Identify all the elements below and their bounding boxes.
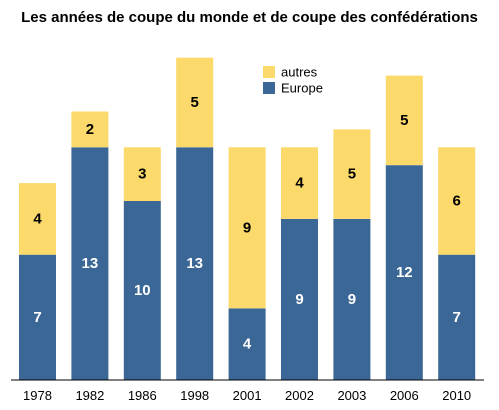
legend-swatch-europe: [263, 82, 275, 94]
x-tick-label-1998: 1998: [180, 388, 209, 403]
value-label-autres-1978: 4: [33, 210, 42, 227]
bar-europe-1986: [123, 201, 161, 380]
bar-europe-1982: [71, 147, 109, 380]
value-label-autres-1982: 2: [86, 121, 94, 138]
value-label-europe-2006: 12: [396, 264, 413, 281]
value-label-autres-2006: 5: [400, 112, 408, 129]
value-label-europe-1982: 13: [82, 255, 99, 272]
x-tick-label-1986: 1986: [128, 388, 157, 403]
legend-label-europe: Europe: [281, 81, 323, 96]
bar-autres-1986: [123, 147, 161, 201]
x-tick-label-2003: 2003: [337, 388, 366, 403]
bars-layer: [19, 57, 476, 380]
x-tick-label-2002: 2002: [285, 388, 314, 403]
value-label-autres-1998: 5: [191, 94, 199, 111]
bar-autres-2010: [438, 147, 476, 255]
value-labels-layer: 7 4 13 2 10 3 13 5 4 9 9 4 9 5 12 5 7 6: [33, 94, 461, 353]
x-tick-label-2001: 2001: [233, 388, 262, 403]
bar-europe-2002: [281, 218, 318, 380]
value-label-europe-2002: 9: [295, 291, 303, 308]
bar-europe-1978: [19, 254, 56, 380]
chart-title: Les années de coupe du monde et de coupe…: [21, 9, 478, 26]
bar-autres-1978: [19, 183, 56, 255]
value-label-europe-2010: 7: [453, 309, 461, 326]
x-tick-label-2006: 2006: [390, 388, 419, 403]
value-label-europe-1986: 10: [134, 282, 151, 299]
value-label-autres-2002: 4: [295, 175, 304, 192]
bar-autres-2003: [333, 129, 371, 219]
legend-swatch-autres: [263, 66, 275, 78]
x-tick-label-1982: 1982: [75, 388, 104, 403]
bar-europe-1998: [176, 147, 214, 380]
legend-label-autres: autres: [281, 65, 318, 80]
bar-europe-2010: [438, 254, 476, 380]
bar-europe-2003: [333, 218, 371, 380]
x-tick-label-1978: 1978: [23, 388, 52, 403]
value-label-europe-1998: 13: [186, 255, 203, 272]
bar-autres-2001: [228, 147, 266, 309]
value-label-europe-2001: 4: [243, 336, 252, 353]
value-label-autres-1986: 3: [138, 166, 146, 183]
x-tick-labels-layer: 1978 1982 1986 1998 2001 2002 2003 2006 2010: [23, 388, 471, 403]
value-label-autres-2001: 9: [243, 219, 251, 236]
bar-autres-1982: [71, 111, 109, 148]
bar-europe-2006: [385, 165, 423, 380]
bar-autres-1998: [176, 57, 214, 148]
value-label-europe-1978: 7: [33, 309, 41, 326]
value-label-europe-2003: 9: [348, 291, 356, 308]
bar-autres-2006: [385, 75, 423, 166]
value-label-autres-2003: 5: [348, 166, 356, 183]
x-tick-label-2010: 2010: [442, 388, 471, 403]
value-label-autres-2010: 6: [453, 193, 461, 210]
bar-europe-2001: [228, 308, 266, 380]
bar-autres-2002: [281, 147, 318, 219]
